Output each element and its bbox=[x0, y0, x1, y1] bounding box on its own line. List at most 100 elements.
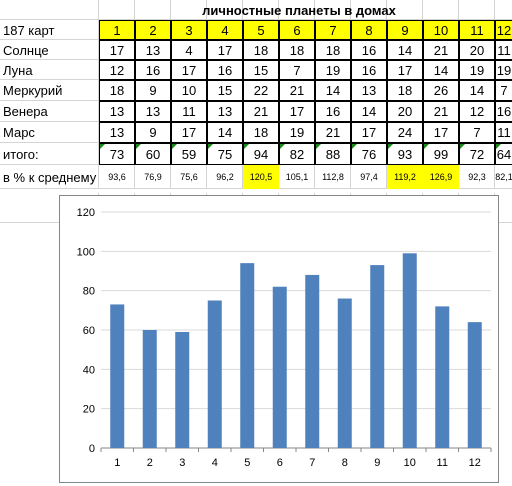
bar[interactable] bbox=[305, 274, 320, 448]
grid-cell[interactable] bbox=[279, 0, 315, 20]
grid-cell[interactable] bbox=[315, 0, 351, 20]
house-header[interactable]: 3 bbox=[171, 20, 207, 40]
table-cell[interactable]: 19 bbox=[459, 60, 495, 80]
table-cell[interactable]: 16 bbox=[315, 101, 351, 122]
house-header[interactable]: 2 bbox=[135, 20, 171, 40]
table-cell[interactable]: 13 bbox=[135, 101, 171, 122]
table-cell[interactable]: 12 bbox=[99, 60, 135, 80]
table-cell[interactable]: 21 bbox=[243, 101, 279, 122]
table-cell[interactable]: 16 bbox=[495, 101, 512, 122]
table-cell[interactable]: 18 bbox=[99, 80, 135, 101]
table-cell[interactable]: 9 bbox=[135, 122, 171, 143]
table-cell[interactable]: 16 bbox=[351, 40, 387, 60]
total-cell[interactable]: 99 bbox=[423, 143, 459, 165]
table-cell[interactable]: 24 bbox=[387, 122, 423, 143]
percent-cell[interactable]: 96,2 bbox=[216, 172, 234, 182]
bar[interactable] bbox=[240, 263, 255, 448]
total-cell[interactable]: 73 bbox=[99, 143, 135, 165]
table-cell[interactable]: 22 bbox=[243, 80, 279, 101]
grid-cell[interactable] bbox=[0, 40, 99, 60]
table-cell[interactable]: 18 bbox=[315, 40, 351, 60]
total-cell[interactable]: 59 bbox=[171, 143, 207, 165]
bar[interactable] bbox=[467, 322, 482, 448]
table-cell[interactable]: 19 bbox=[279, 122, 315, 143]
table-cell[interactable]: 14 bbox=[459, 80, 495, 101]
table-cell[interactable]: 13 bbox=[351, 80, 387, 101]
table-cell[interactable]: 15 bbox=[207, 80, 243, 101]
bar[interactable] bbox=[272, 286, 287, 448]
table-cell[interactable]: 21 bbox=[279, 80, 315, 101]
bar[interactable] bbox=[337, 298, 352, 448]
bar-chart[interactable]: 0 20 40 60 80 100 120 1 2 3 4 5 6 7 8 9 10 11 12 bbox=[59, 195, 499, 483]
table-cell[interactable]: 26 bbox=[423, 80, 459, 101]
percent-cell[interactable]: 112,8 bbox=[322, 172, 344, 182]
grid-cell[interactable] bbox=[423, 0, 459, 20]
table-cell[interactable]: 17 bbox=[351, 122, 387, 143]
grid-cell[interactable] bbox=[0, 143, 99, 165]
grid-cell[interactable] bbox=[459, 0, 495, 20]
table-cell[interactable]: 10 bbox=[171, 80, 207, 101]
bar[interactable] bbox=[175, 331, 190, 448]
house-header[interactable]: 4 bbox=[207, 20, 243, 40]
grid-cell[interactable] bbox=[495, 193, 512, 223]
grid-cell[interactable] bbox=[351, 0, 387, 20]
table-cell[interactable]: 15 bbox=[243, 60, 279, 80]
grid-cell[interactable] bbox=[0, 101, 99, 122]
table-cell[interactable]: 16 bbox=[207, 60, 243, 80]
table-cell[interactable]: 19 bbox=[315, 60, 351, 80]
bar[interactable] bbox=[402, 253, 417, 448]
table-cell[interactable]: 18 bbox=[243, 122, 279, 143]
grid-cell[interactable] bbox=[171, 165, 207, 189]
table-cell[interactable]: 11 bbox=[171, 101, 207, 122]
grid-cell[interactable] bbox=[243, 0, 279, 20]
table-cell[interactable]: 17 bbox=[171, 122, 207, 143]
grid-cell[interactable] bbox=[135, 0, 171, 20]
table-cell[interactable]: 16 bbox=[351, 60, 387, 80]
table-cell[interactable]: 11 bbox=[495, 122, 512, 143]
table-cell[interactable]: 17 bbox=[171, 60, 207, 80]
bar[interactable] bbox=[370, 265, 385, 448]
table-cell[interactable]: 14 bbox=[351, 101, 387, 122]
table-cell[interactable]: 13 bbox=[207, 101, 243, 122]
grid-cell[interactable] bbox=[495, 0, 512, 20]
grid-cell[interactable] bbox=[135, 165, 171, 189]
house-header[interactable]: 10 bbox=[423, 20, 459, 40]
percent-cell[interactable]: 76,9 bbox=[144, 172, 162, 182]
table-cell[interactable]: 21 bbox=[423, 40, 459, 60]
table-cell[interactable]: 18 bbox=[279, 40, 315, 60]
table-cell[interactable]: 19 bbox=[495, 60, 512, 80]
bar[interactable] bbox=[142, 330, 157, 448]
percent-cell[interactable]: 82,1 bbox=[495, 172, 512, 182]
grid-cell[interactable] bbox=[0, 80, 99, 101]
grid-cell[interactable] bbox=[171, 0, 207, 20]
table-cell[interactable]: 17 bbox=[279, 101, 315, 122]
grid-cell[interactable] bbox=[99, 165, 135, 189]
table-cell[interactable]: 18 bbox=[387, 80, 423, 101]
table-cell[interactable]: 13 bbox=[99, 101, 135, 122]
percent-cell[interactable]: 93,6 bbox=[108, 172, 126, 182]
bar[interactable] bbox=[207, 300, 222, 449]
table-cell[interactable]: 4 bbox=[171, 40, 207, 60]
total-cell[interactable]: 60 bbox=[135, 143, 171, 165]
table-cell[interactable]: 18 bbox=[243, 40, 279, 60]
table-cell[interactable]: 20 bbox=[387, 101, 423, 122]
house-header[interactable]: 5 bbox=[243, 20, 279, 40]
total-cell[interactable]: 75 bbox=[207, 143, 243, 165]
table-cell[interactable]: 21 bbox=[423, 101, 459, 122]
percent-cell[interactable]: 75,6 bbox=[180, 172, 198, 182]
table-cell[interactable]: 13 bbox=[135, 40, 171, 60]
house-header[interactable]: 7 bbox=[315, 20, 351, 40]
grid-cell[interactable] bbox=[279, 165, 315, 189]
table-cell[interactable]: 17 bbox=[387, 60, 423, 80]
table-cell[interactable]: 17 bbox=[99, 40, 135, 60]
total-cell[interactable]: 76 bbox=[351, 143, 387, 165]
table-cell[interactable]: 17 bbox=[207, 40, 243, 60]
table-cell[interactable]: 17 bbox=[423, 122, 459, 143]
total-cell[interactable]: 82 bbox=[279, 143, 315, 165]
total-cell[interactable]: 94 bbox=[243, 143, 279, 165]
percent-cell[interactable]: 92,3 bbox=[468, 172, 486, 182]
house-header[interactable]: 9 bbox=[387, 20, 423, 40]
table-cell[interactable]: 7 bbox=[495, 80, 512, 101]
total-cell[interactable]: 64 bbox=[495, 143, 512, 165]
grid-cell[interactable] bbox=[207, 0, 243, 20]
